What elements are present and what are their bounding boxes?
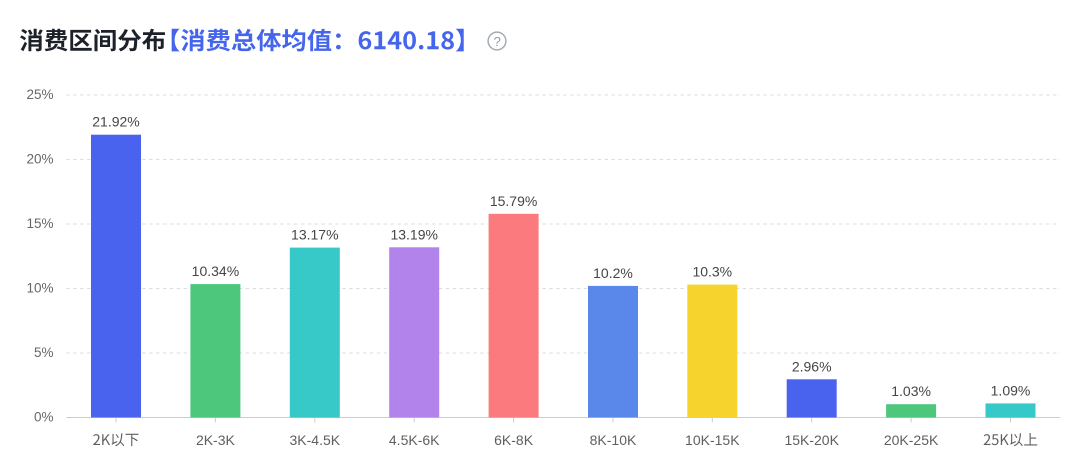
svg-text:0%: 0%: [34, 409, 54, 424]
svg-text:10.2%: 10.2%: [593, 265, 633, 281]
svg-text:15K-20K: 15K-20K: [784, 432, 839, 448]
svg-text:10%: 10%: [26, 280, 53, 295]
svg-text:3K-4.5K: 3K-4.5K: [290, 432, 341, 448]
svg-text:8K-10K: 8K-10K: [590, 432, 637, 448]
svg-text:4.5K-6K: 4.5K-6K: [389, 432, 440, 448]
svg-text:20K-25K: 20K-25K: [884, 432, 939, 448]
svg-text:20%: 20%: [26, 151, 53, 166]
svg-text:2K-3K: 2K-3K: [196, 432, 236, 448]
svg-text:1.03%: 1.03%: [891, 383, 931, 399]
svg-text:13.17%: 13.17%: [291, 227, 338, 243]
svg-text:5%: 5%: [34, 345, 54, 360]
svg-text:10.3%: 10.3%: [692, 264, 732, 280]
svg-text:13.19%: 13.19%: [390, 226, 437, 242]
svg-text:6K-8K: 6K-8K: [494, 432, 534, 448]
svg-text:15%: 15%: [26, 216, 53, 231]
svg-text:1.09%: 1.09%: [991, 382, 1031, 398]
svg-text:25%: 25%: [26, 87, 53, 102]
svg-text:?: ?: [494, 34, 501, 49]
svg-text:10K-15K: 10K-15K: [685, 432, 740, 448]
svg-text:10.34%: 10.34%: [192, 263, 239, 279]
svg-text:15.79%: 15.79%: [490, 193, 537, 209]
svg-text:21.92%: 21.92%: [92, 114, 139, 130]
svg-text:2.96%: 2.96%: [792, 358, 832, 374]
